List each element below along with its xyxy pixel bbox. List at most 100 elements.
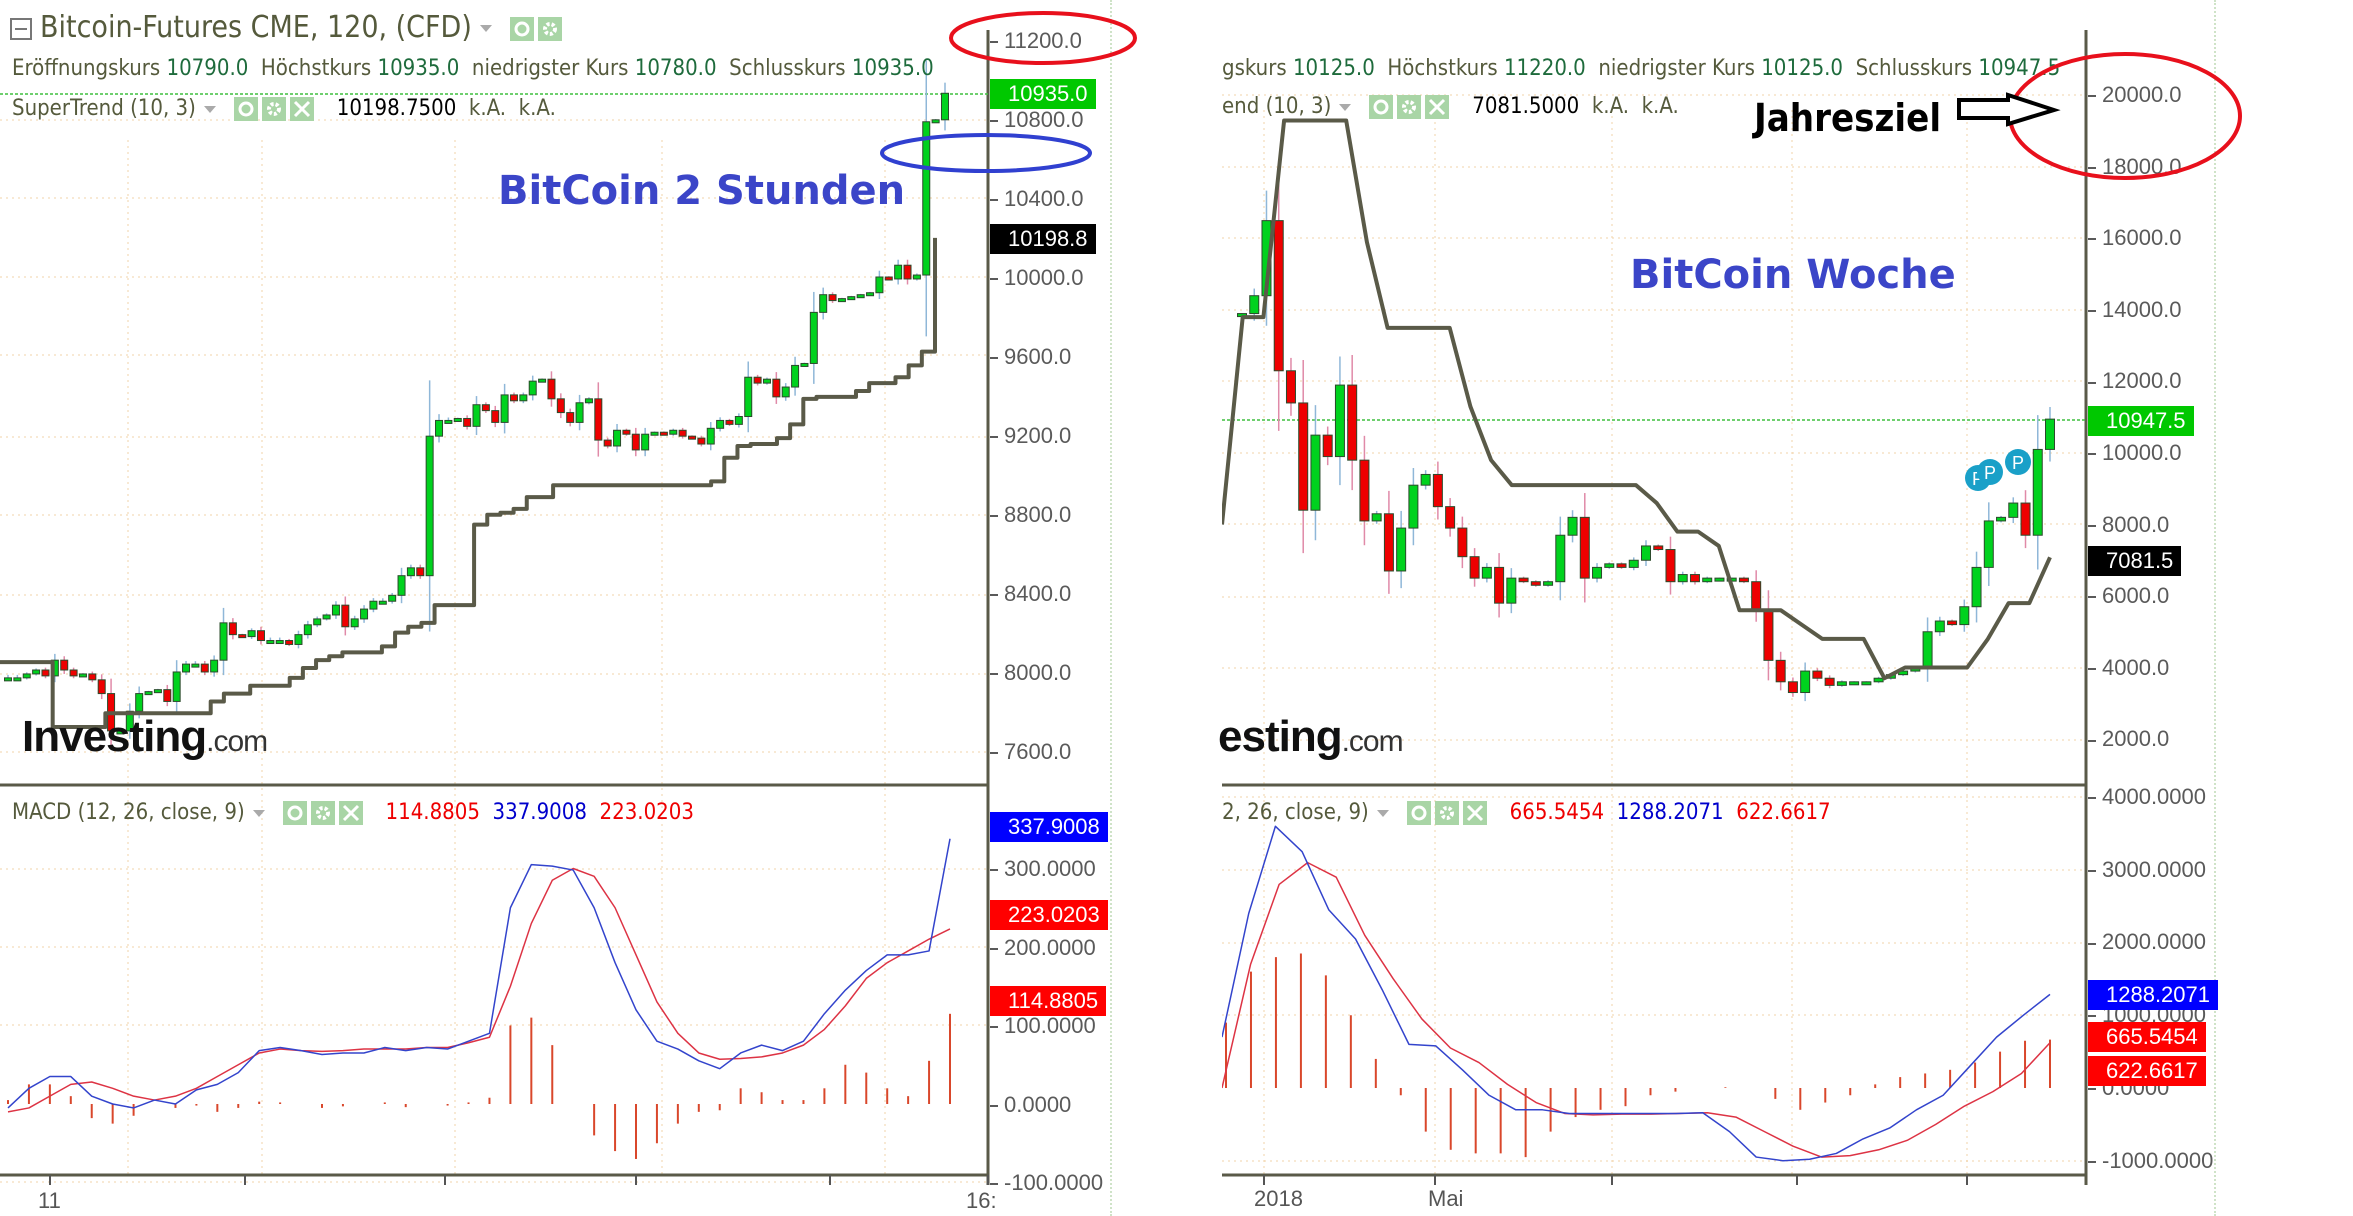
candlestick (153, 689, 162, 694)
svg-text:P: P (1984, 463, 1996, 483)
candlestick (182, 663, 191, 673)
chart-title-row: Bitcoin-Futures CME, 120, (CFD) (10, 10, 566, 45)
candlestick (303, 624, 312, 636)
logo-main: Investing (22, 712, 207, 761)
axis-tick-label: 4000.0000 (2088, 784, 2206, 810)
x-axis-label-start: 11 (38, 1188, 61, 1213)
annotation-title: BitCoin 2 Stunden (498, 168, 906, 214)
candlestick (360, 608, 369, 620)
gear-icon[interactable] (1397, 95, 1422, 119)
open-value: 10125.0 (1292, 56, 1375, 81)
axis-tick-label: 14000.0 (2088, 297, 2182, 323)
high-value: 11220.0 (1503, 56, 1586, 81)
close-icon[interactable] (1425, 95, 1450, 119)
supertrend-na-2: k.A. (1641, 94, 1679, 119)
candlestick (875, 276, 884, 294)
candlestick (1738, 577, 1749, 583)
collapse-icon[interactable] (10, 17, 32, 40)
candlestick (781, 386, 790, 398)
candlestick (641, 433, 650, 451)
macd-signal-badge: 622.6617 (2088, 1056, 2206, 1086)
close-icon[interactable] (289, 97, 314, 121)
candlestick (88, 673, 97, 681)
candlestick (116, 730, 125, 735)
chevron-down-icon[interactable] (252, 809, 265, 817)
candlestick (566, 412, 575, 423)
candlestick (294, 634, 303, 645)
gear-icon[interactable] (310, 801, 335, 825)
axis-tick-label: 9200.0 (990, 423, 1071, 449)
eye-icon[interactable] (1369, 95, 1394, 119)
candlestick (1653, 545, 1664, 551)
candlestick (1996, 516, 2007, 522)
candlestick (200, 663, 209, 673)
axis-tick-label: 8400.0 (990, 581, 1071, 607)
candlestick (78, 673, 87, 678)
candlestick (1347, 384, 1358, 461)
candlestick (725, 419, 734, 425)
macd-hist-badge: 665.5454 (2088, 1022, 2206, 1052)
chevron-down-icon[interactable] (1376, 809, 1389, 817)
close-label: Schlusskurs (729, 56, 846, 81)
close-icon[interactable] (338, 801, 363, 825)
axis-tick-label: 200.0000 (990, 935, 1096, 961)
chevron-down-icon[interactable] (1339, 103, 1352, 111)
gear-icon[interactable] (261, 97, 286, 121)
eye-icon[interactable] (282, 801, 307, 825)
candlestick (1628, 559, 1639, 568)
candlestick (613, 429, 622, 447)
eye-icon[interactable] (1406, 801, 1431, 825)
candlestick (60, 659, 69, 671)
macd-line-value: 1288.2071 (1616, 800, 1724, 825)
macd-line-badge: 1288.2071 (2088, 980, 2218, 1010)
candlestick (247, 630, 256, 638)
candlestick (2045, 418, 2055, 450)
candlestick (491, 410, 500, 423)
candlestick (172, 671, 181, 702)
last-price-badge: 10935.0 (990, 79, 1096, 109)
candlestick (1971, 566, 1982, 608)
candlestick (856, 294, 865, 299)
chevron-down-icon[interactable] (479, 25, 492, 32)
gear-icon[interactable] (537, 16, 562, 41)
axis-tick-label: 10000.0 (2088, 440, 2182, 466)
candlestick (1298, 402, 1309, 511)
chevron-down-icon[interactable] (203, 105, 216, 113)
supertrend-legend: SuperTrend (10, 3) 10198.7500 k.A. k.A. (12, 96, 556, 121)
candlestick (406, 567, 415, 577)
candlestick (285, 640, 294, 645)
axis-tick-label: 8000.0 (990, 660, 1071, 686)
candlestick (547, 378, 556, 400)
candlestick (819, 294, 828, 313)
eye-icon[interactable] (509, 16, 534, 41)
candlestick (866, 292, 875, 297)
high-value: 10935.0 (377, 56, 460, 81)
candlestick (1518, 577, 1529, 583)
candlestick (1677, 574, 1688, 583)
gear-icon[interactable] (1434, 801, 1459, 825)
axis-tick-label: 9600.0 (990, 344, 1071, 370)
candlestick (941, 92, 949, 121)
axis-tick-label: 0.0000 (990, 1092, 1071, 1118)
candlestick (1285, 370, 1296, 404)
candlestick (228, 622, 237, 636)
candlestick (1800, 670, 1811, 694)
candlestick (163, 689, 172, 702)
annotation-title: BitCoin Woche (1630, 252, 1956, 298)
candlestick (622, 429, 631, 435)
chart-title: Bitcoin-Futures CME, 120, (CFD) (40, 10, 472, 45)
candlestick (837, 298, 846, 303)
logo-suffix: .com (206, 725, 268, 758)
close-icon[interactable] (1462, 801, 1487, 825)
candlestick (753, 376, 762, 384)
left-chart-panel: Bitcoin-Futures CME, 120, (CFD) Eröffnun… (0, 0, 1112, 1216)
candlestick (1763, 609, 1774, 661)
left-chart-canvas[interactable] (0, 0, 1110, 1216)
axis-tick-label: 8000.0 (2088, 512, 2169, 538)
x-axis-label-end: 16: (966, 1188, 997, 1213)
candlestick (1334, 384, 1345, 458)
candlestick (631, 433, 640, 451)
eye-icon[interactable] (233, 97, 258, 121)
candlestick (1579, 516, 1590, 579)
